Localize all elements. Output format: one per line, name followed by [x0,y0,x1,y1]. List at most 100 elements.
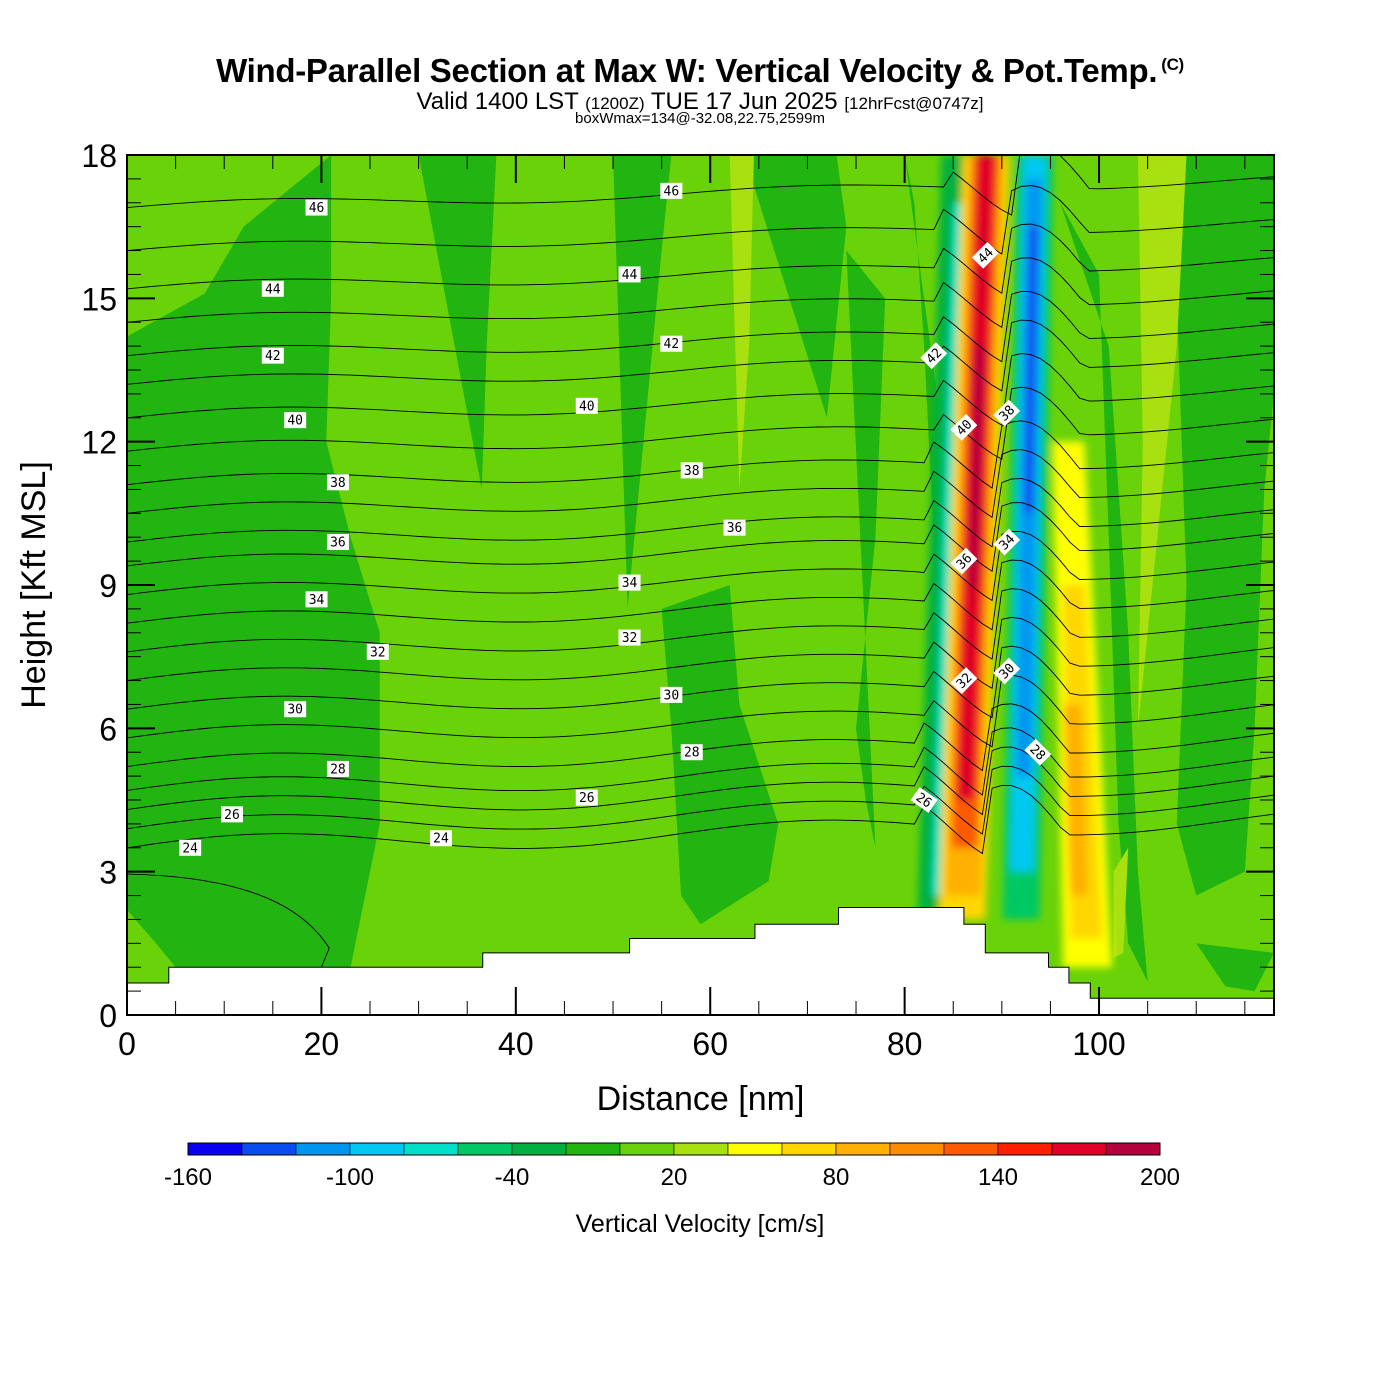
weak-lift-regions [729,155,1187,958]
isentrope-line [127,502,1274,572]
isentrope-label-text: 26 [579,791,595,806]
isentrope-label: 36 [723,519,746,536]
isentrope-line [127,873,330,968]
colorbar-swatch [619,1142,675,1156]
weak-lift-region [1113,847,1129,958]
isentrope-label-box [618,574,641,591]
isentrope-line [127,559,1274,631]
y-tick-label: 6 [99,711,117,747]
isentrope-label: 28 [326,760,349,777]
isentrope-label-text: 30 [287,703,303,718]
valid-date: TUE 17 Jun 2025 [650,88,838,115]
colorbar-swatch [943,1142,999,1156]
isentrope-label-box [920,342,948,370]
isentrope-label-text: 26 [913,790,934,811]
sinking-regions [127,155,1274,992]
sinking-region [744,155,847,418]
chart-subtitle: Valid 1400 LST (1200Z) TUE 17 Jun 2025 [… [0,88,1400,116]
isentrope-label-box [993,657,1021,685]
isentrope-label-text: 34 [622,576,638,591]
isentrope-label-text: 24 [433,832,449,847]
colorbar-swatch [241,1142,297,1156]
x-tick-label: 40 [498,1026,534,1062]
y-tick-label: 9 [99,568,117,604]
isentrope-label: 40 [284,412,307,429]
isentrope-label-box [575,789,598,806]
isentrope-label-box [326,534,349,550]
isentrope-label: 38 [326,474,349,491]
colorbar-swatch [673,1142,729,1156]
isentrope-line [127,727,1274,796]
isentrope-line [127,155,1274,216]
isentrope-label-text: 44 [622,268,638,283]
isentrope-label-text: 34 [309,593,325,608]
isentrope-label-text: 30 [664,688,680,703]
isentrope-label-box [680,744,703,761]
isentrope-label: 38 [680,462,703,479]
isentrope-label: 26 [910,787,938,813]
isentrope-label-text: 40 [287,414,303,429]
x-tick-label: 100 [1072,1026,1125,1062]
isentrope-label-text: 40 [579,399,595,414]
x-tick-label: 80 [887,1026,923,1062]
colorbar-tick-label: -160 [164,1164,212,1191]
colorbar-tick-label: 80 [823,1164,850,1191]
isentrope-label: 40 [575,397,598,414]
colorbar-swatch [781,1142,837,1156]
isentrope-line [127,290,1274,363]
isentrope-label: 34 [618,574,641,591]
isentrope-line [127,353,1274,426]
isentrope-label: 34 [305,591,328,608]
isentrope-label: 28 [680,744,703,761]
x-tick-label: 60 [692,1026,728,1062]
colorbar-swatch [565,1142,621,1156]
isentrope-label: 42 [261,347,284,364]
colorbar-tick-label: 20 [661,1164,688,1191]
isentrope-label: 32 [618,629,641,646]
colorbar-swatch [1105,1142,1161,1156]
isentrope-label-text: 38 [330,476,346,491]
colorbar: -160 -100 -40 20 80 140 200 Vertical Velocity [… [164,1142,1180,1238]
isentrope-label-box [950,547,978,575]
isentrope-line [127,746,1274,816]
isentrope-label-box [618,629,641,646]
isentrope-label-box [575,397,598,414]
chart-title: Wind-Parallel Section at Max W: Vertical… [216,52,1184,89]
isentrope-label-box [950,413,978,441]
isentrope-line [127,765,1274,835]
colorbar-title: Vertical Velocity [cm/s] [576,1210,825,1238]
colorbar-tick-label: -40 [495,1164,530,1191]
y-tick-label: 12 [81,425,117,461]
colorbar-swatch [835,1142,891,1156]
isentrope-label: 26 [575,789,598,806]
isentrope-label-text: 28 [684,746,700,761]
isentrope-label-text: 42 [265,349,281,364]
colorbar-swatch [295,1142,351,1156]
isentrope-label-text: 46 [309,201,325,216]
isentrope-label-box [305,591,328,608]
isentrope-label-box [261,280,284,297]
x-tick-label: 20 [304,1026,340,1062]
isentrope-label-box [660,686,683,703]
sinking-region [846,250,886,848]
isentrope-label: 46 [660,182,683,199]
isentrope-label-box [910,787,938,813]
isentrope-label-text: 46 [664,184,680,199]
colorbar-swatch [457,1142,513,1156]
isentrope-label-box [680,462,703,479]
isentrope-label-text: 32 [622,631,638,646]
colorbar-frame [187,1142,1161,1156]
isentrope-label: 42 [660,335,683,352]
sinking-region [1196,943,1274,992]
sinking-region [418,155,497,490]
isentrope-line [127,645,1274,719]
box-info: boxWmax=134@-32.08,22.75,2599m [575,110,825,127]
isentrope-line [127,449,1274,519]
terrain [127,907,1274,1015]
isentrope-label-box [366,643,389,660]
isentrope-line [127,185,1274,255]
sinking-region [1157,155,1274,896]
isentrope-label-text: 26 [224,808,240,823]
isentrope-label: 30 [284,701,307,718]
